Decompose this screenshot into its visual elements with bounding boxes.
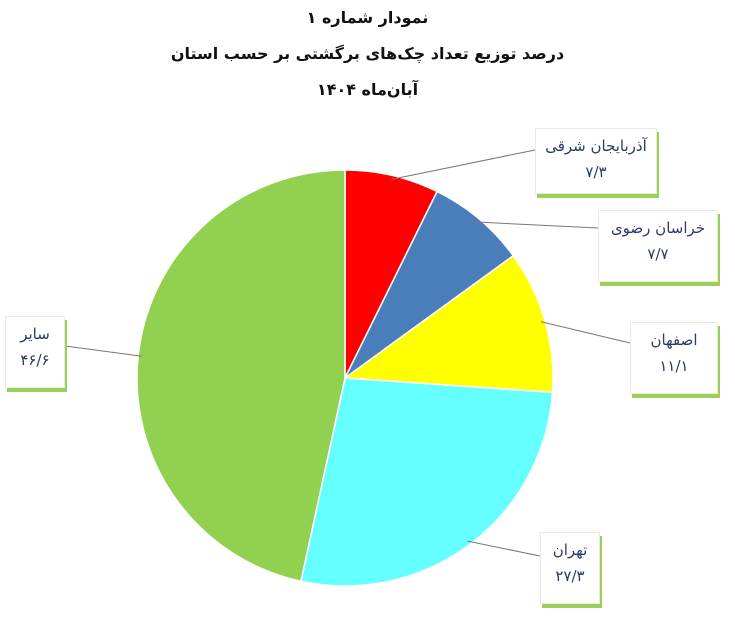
data-label-value: ۴۶/۶ (20, 351, 50, 369)
data-label: تهران ۲۷/۳ (540, 532, 600, 604)
pie-slice (136, 169, 346, 583)
leader-line (476, 221, 599, 229)
leader-line (540, 321, 631, 344)
data-label-name: تهران (552, 541, 588, 559)
chart-title-line-3: آبان‌ماه ۱۴۰۴ (316, 80, 419, 99)
pie-slice (344, 190, 515, 379)
data-label-value: ۷/۷ (647, 245, 669, 263)
data-label: اصفهان ۱۱/۱ (630, 322, 718, 394)
data-label-value: ۱۱/۱ (659, 357, 689, 375)
data-label-name: آذربایجان شرقی (545, 137, 647, 155)
data-label-name: سایر (20, 325, 50, 343)
data-label: سایر ۴۶/۶ (5, 316, 65, 388)
leader-line (391, 149, 536, 180)
data-label-name: خراسان رضوی (610, 219, 706, 237)
chart-title-line-2: درصد توزیع تعداد چک‌های برگشتی بر حسب اس… (170, 44, 565, 63)
data-label-name: اصفهان (650, 331, 698, 349)
data-label: خراسان رضوی ۷/۷ (598, 210, 718, 282)
chart-title-line-1: نمودار شماره ۱ (306, 8, 429, 27)
pie-slice (342, 254, 554, 394)
data-label-value: ۷/۳ (585, 163, 607, 181)
pie-slice (300, 377, 554, 587)
leader-line (64, 345, 143, 357)
data-label: آذربایجان شرقی ۷/۳ (535, 128, 657, 194)
data-label-value: ۲۷/۳ (555, 567, 585, 585)
leader-line (467, 540, 541, 557)
